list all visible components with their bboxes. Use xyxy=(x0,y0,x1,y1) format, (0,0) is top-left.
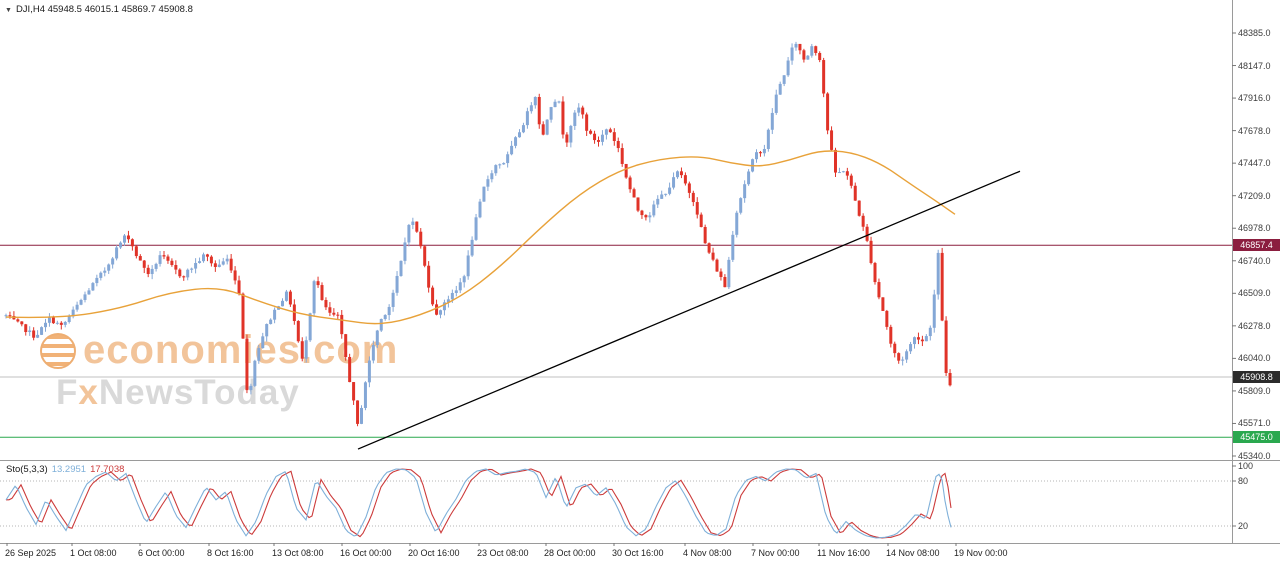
time-axis-label: 23 Oct 08:00 xyxy=(477,548,529,558)
watermark-brand-line: economies.com xyxy=(40,328,398,373)
stochastic-main-line xyxy=(5,468,952,539)
stochastic-main-value: 13.2951 xyxy=(51,464,87,475)
panel-borders xyxy=(0,0,1280,546)
stochastic-axis-label: 80 xyxy=(1238,476,1249,486)
support-line-price-label: 45475.0 xyxy=(1233,431,1280,444)
symbol-info: ▼ DJI,H4 45948.5 46015.1 45869.7 45908.8 xyxy=(5,4,193,15)
stochastic-axis-label: 20 xyxy=(1238,521,1249,531)
price-chart-plot[interactable] xyxy=(0,41,1232,450)
time-axis-label: 6 Oct 00:00 xyxy=(138,548,185,558)
price-axis-label: 45809.0 xyxy=(1238,385,1271,396)
time-axis-label: 30 Oct 16:00 xyxy=(612,548,664,558)
candlestick-series xyxy=(4,41,952,427)
stochastic-signal-line xyxy=(6,468,952,539)
symbol-marker-icon: ▼ xyxy=(5,7,12,14)
watermark-tagline: FxNewsToday xyxy=(56,373,300,412)
time-axis-label: 1 Oct 08:00 xyxy=(70,548,117,558)
time-axis-label: 11 Nov 16:00 xyxy=(817,548,870,558)
price-axis-label: 46740.0 xyxy=(1238,255,1271,266)
time-axis-label: 14 Nov 08:00 xyxy=(886,548,940,558)
price-axis-label: 47678.0 xyxy=(1238,125,1271,136)
time-axis-label: 7 Nov 00:00 xyxy=(751,548,800,558)
price-axis-label: 48147.0 xyxy=(1238,60,1271,71)
watermark: economies.com FxNewsToday xyxy=(40,328,398,413)
ascending-trendline[interactable] xyxy=(357,170,1021,450)
time-axis-label: 16 Oct 00:00 xyxy=(340,548,392,558)
time-axis-label: 20 Oct 16:00 xyxy=(408,548,460,558)
price-axis-label: 46040.0 xyxy=(1238,353,1271,364)
moving-average-line[interactable] xyxy=(5,150,956,325)
price-axis-label: 47209.0 xyxy=(1238,190,1271,201)
economies-logo-icon xyxy=(40,332,76,369)
time-axis-label: 8 Oct 16:00 xyxy=(207,548,254,558)
price-axis-label: 46509.0 xyxy=(1238,288,1271,299)
time-axis-label: 19 Nov 00:00 xyxy=(954,548,1008,558)
price-axis[interactable]: 48385.0 48147.0 47916.0 47678.0 47447.0 47209… xyxy=(1233,0,1280,543)
time-axis-label: 26 Sep 2025 xyxy=(5,548,57,558)
price-axis-label: 47447.0 xyxy=(1238,158,1271,169)
price-axis-label: 46278.0 xyxy=(1238,320,1271,331)
stochastic-axis-label: 100 xyxy=(1238,461,1254,471)
stochastic-panel[interactable] xyxy=(0,468,1232,539)
time-axis-label: 28 Oct 00:00 xyxy=(544,548,596,558)
price-axis-label: 46978.0 xyxy=(1238,223,1271,234)
symbol-ohlc-text: DJI,H4 45948.5 46015.1 45869.7 45908.8 xyxy=(15,4,193,15)
resistance-line-price-label: 46857.4 xyxy=(1233,239,1280,252)
price-axis-label: 48385.0 xyxy=(1238,28,1271,38)
watermark-brand-text: economies.com xyxy=(83,328,399,372)
price-axis-label: 45571.0 xyxy=(1238,418,1271,429)
stochastic-indicator-label: Sto(5,3,3) 13.2951 17.7038 xyxy=(6,464,124,475)
stochastic-signal-value: 17.7038 xyxy=(90,464,125,475)
price-axis-label: 45340.0 xyxy=(1238,451,1271,461)
time-axis[interactable]: 26 Sep 2025 1 Oct 08:00 6 Oct 00:00 8 Oct 1… xyxy=(0,543,1280,567)
price-axis-label: 47916.0 xyxy=(1238,93,1271,104)
current-price-line-price-label: 45908.8 xyxy=(1233,370,1280,383)
time-axis-label: 4 Nov 08:00 xyxy=(683,548,732,558)
time-axis-label: 13 Oct 08:00 xyxy=(272,548,324,558)
stochastic-name: Sto(5,3,3) xyxy=(6,464,48,475)
